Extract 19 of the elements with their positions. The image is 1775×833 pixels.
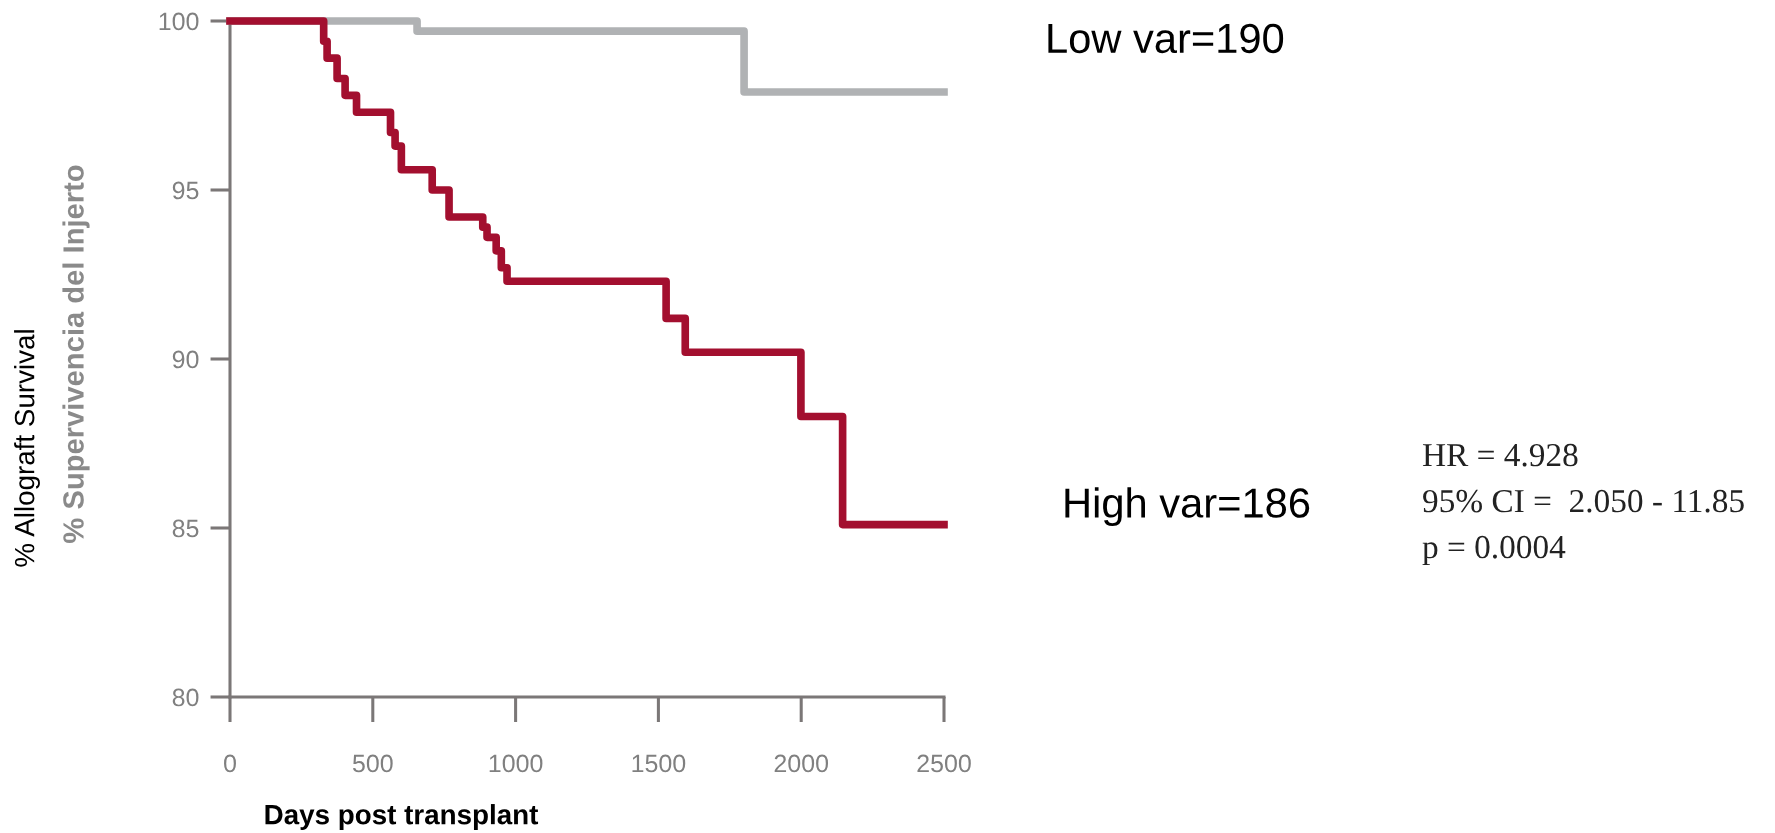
y-axis-title: % Allograft Survival bbox=[14, 330, 40, 567]
x-tick-label: 2000 bbox=[774, 754, 829, 773]
text: % Supervivencia del Injerto bbox=[62, 165, 90, 543]
x-tick-label: 1500 bbox=[632, 754, 686, 773]
y-tick-label: 95 bbox=[172, 181, 199, 200]
y-tick-label: 80 bbox=[172, 688, 199, 707]
x-axis-title: Days post transplant bbox=[265, 804, 539, 830]
x-tick-label: 0 bbox=[224, 754, 236, 773]
text: HR = 4.928 bbox=[1422, 443, 1578, 467]
y-tick-label: 90 bbox=[172, 350, 199, 369]
text: Low var=190 bbox=[1048, 23, 1284, 54]
text: p = 0.0004 bbox=[1422, 535, 1566, 566]
x-tick-label: 1000 bbox=[489, 754, 543, 773]
x-tick-label: 2500 bbox=[917, 754, 971, 773]
x-tick-label: 500 bbox=[352, 754, 393, 773]
text: 95% CI = 2.050 - 11.85 bbox=[1423, 489, 1744, 513]
y-tick-label: 100 bbox=[159, 12, 199, 31]
text: High var=186 bbox=[1065, 487, 1310, 527]
y-tick-label: 85 bbox=[172, 519, 199, 538]
